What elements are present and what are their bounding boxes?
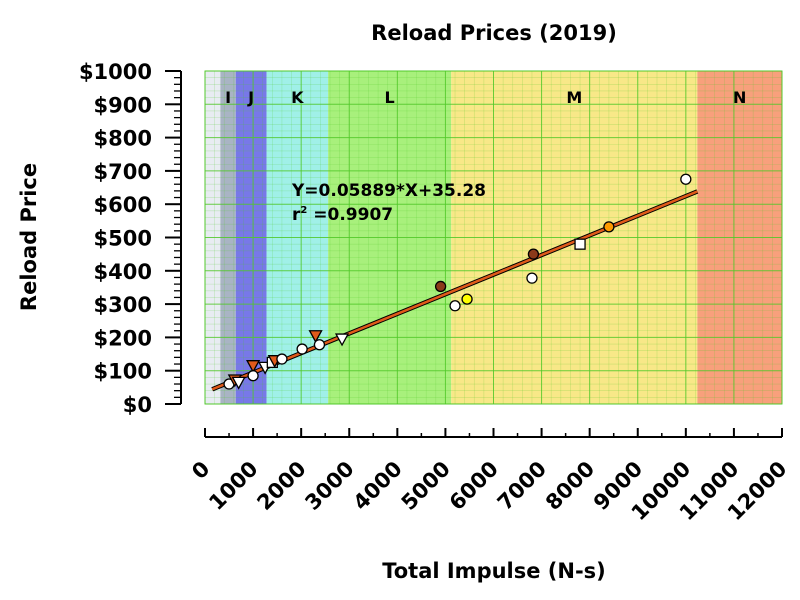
data-point-triangle <box>245 360 261 374</box>
data-point-circle <box>680 173 692 185</box>
x-tick-label: 4000 <box>349 457 407 515</box>
fit-line-layer <box>211 189 699 392</box>
y-tick-label: $800 <box>94 127 152 151</box>
y-tick-label: $600 <box>94 193 152 217</box>
y-axis-label: Reload Price <box>17 163 41 311</box>
data-point-square <box>574 238 586 250</box>
x-tick-label: 0 <box>187 457 214 484</box>
y-tick-label: $500 <box>94 227 152 251</box>
x-tick-label: 2000 <box>252 457 310 515</box>
data-point-circle <box>276 353 288 365</box>
x-tick-label: 5000 <box>397 457 455 515</box>
grid-layer <box>204 70 783 405</box>
data-point-triangle <box>231 376 246 390</box>
y-tick-label: $300 <box>94 293 152 317</box>
chart-title: Reload Prices (2019) <box>371 21 617 45</box>
fit-r-squared: r2 =0.9907 <box>292 205 393 225</box>
points-layer <box>223 173 692 390</box>
band-label-n: N <box>733 88 746 107</box>
x-tick-label: 6000 <box>445 457 503 515</box>
data-point-triangle <box>334 333 350 347</box>
x-tick-label: 1000 <box>204 457 262 515</box>
data-point-circle <box>313 339 326 351</box>
y-tick-label: $1000 <box>79 60 152 84</box>
x-axis: 0100020003000400050006000700080009000100… <box>187 428 792 525</box>
band-label-m: M <box>566 88 582 107</box>
y-axis: $0 $100 $200 $300 $400 $500 $600 $700 $800 $900 $1… <box>79 60 182 417</box>
data-point-circle <box>527 248 540 260</box>
data-point-circle <box>247 370 259 382</box>
y-tick-label: $400 <box>94 260 152 284</box>
y-tick-label: $200 <box>94 326 152 350</box>
x-tick-label: 3000 <box>300 457 358 515</box>
fit-line <box>211 190 698 391</box>
plot-frame <box>204 70 783 405</box>
data-point-triangle <box>308 330 323 344</box>
band-label-k: K <box>291 88 304 107</box>
band-label-j: J <box>247 88 254 107</box>
y-tick-label: $0 <box>123 393 152 417</box>
band-label-l: L <box>385 88 395 107</box>
data-point-circle <box>526 272 538 284</box>
data-point-circle <box>434 280 447 293</box>
x-tick-label: 7000 <box>493 457 551 515</box>
y-tick-label: $100 <box>94 360 152 384</box>
data-point-circle <box>449 300 461 312</box>
band-label-i: I <box>225 88 231 107</box>
x-axis-label: Total Impulse (N-s) <box>382 559 606 583</box>
y-tick-label: $900 <box>94 93 152 117</box>
y-tick-label: $700 <box>94 160 152 184</box>
data-point-circle <box>461 293 473 305</box>
x-tick-label: 8000 <box>541 457 599 515</box>
data-point-circle <box>296 343 308 355</box>
fit-equation: Y=0.05889*X+35.28 <box>291 181 486 201</box>
data-point-circle <box>603 221 615 233</box>
